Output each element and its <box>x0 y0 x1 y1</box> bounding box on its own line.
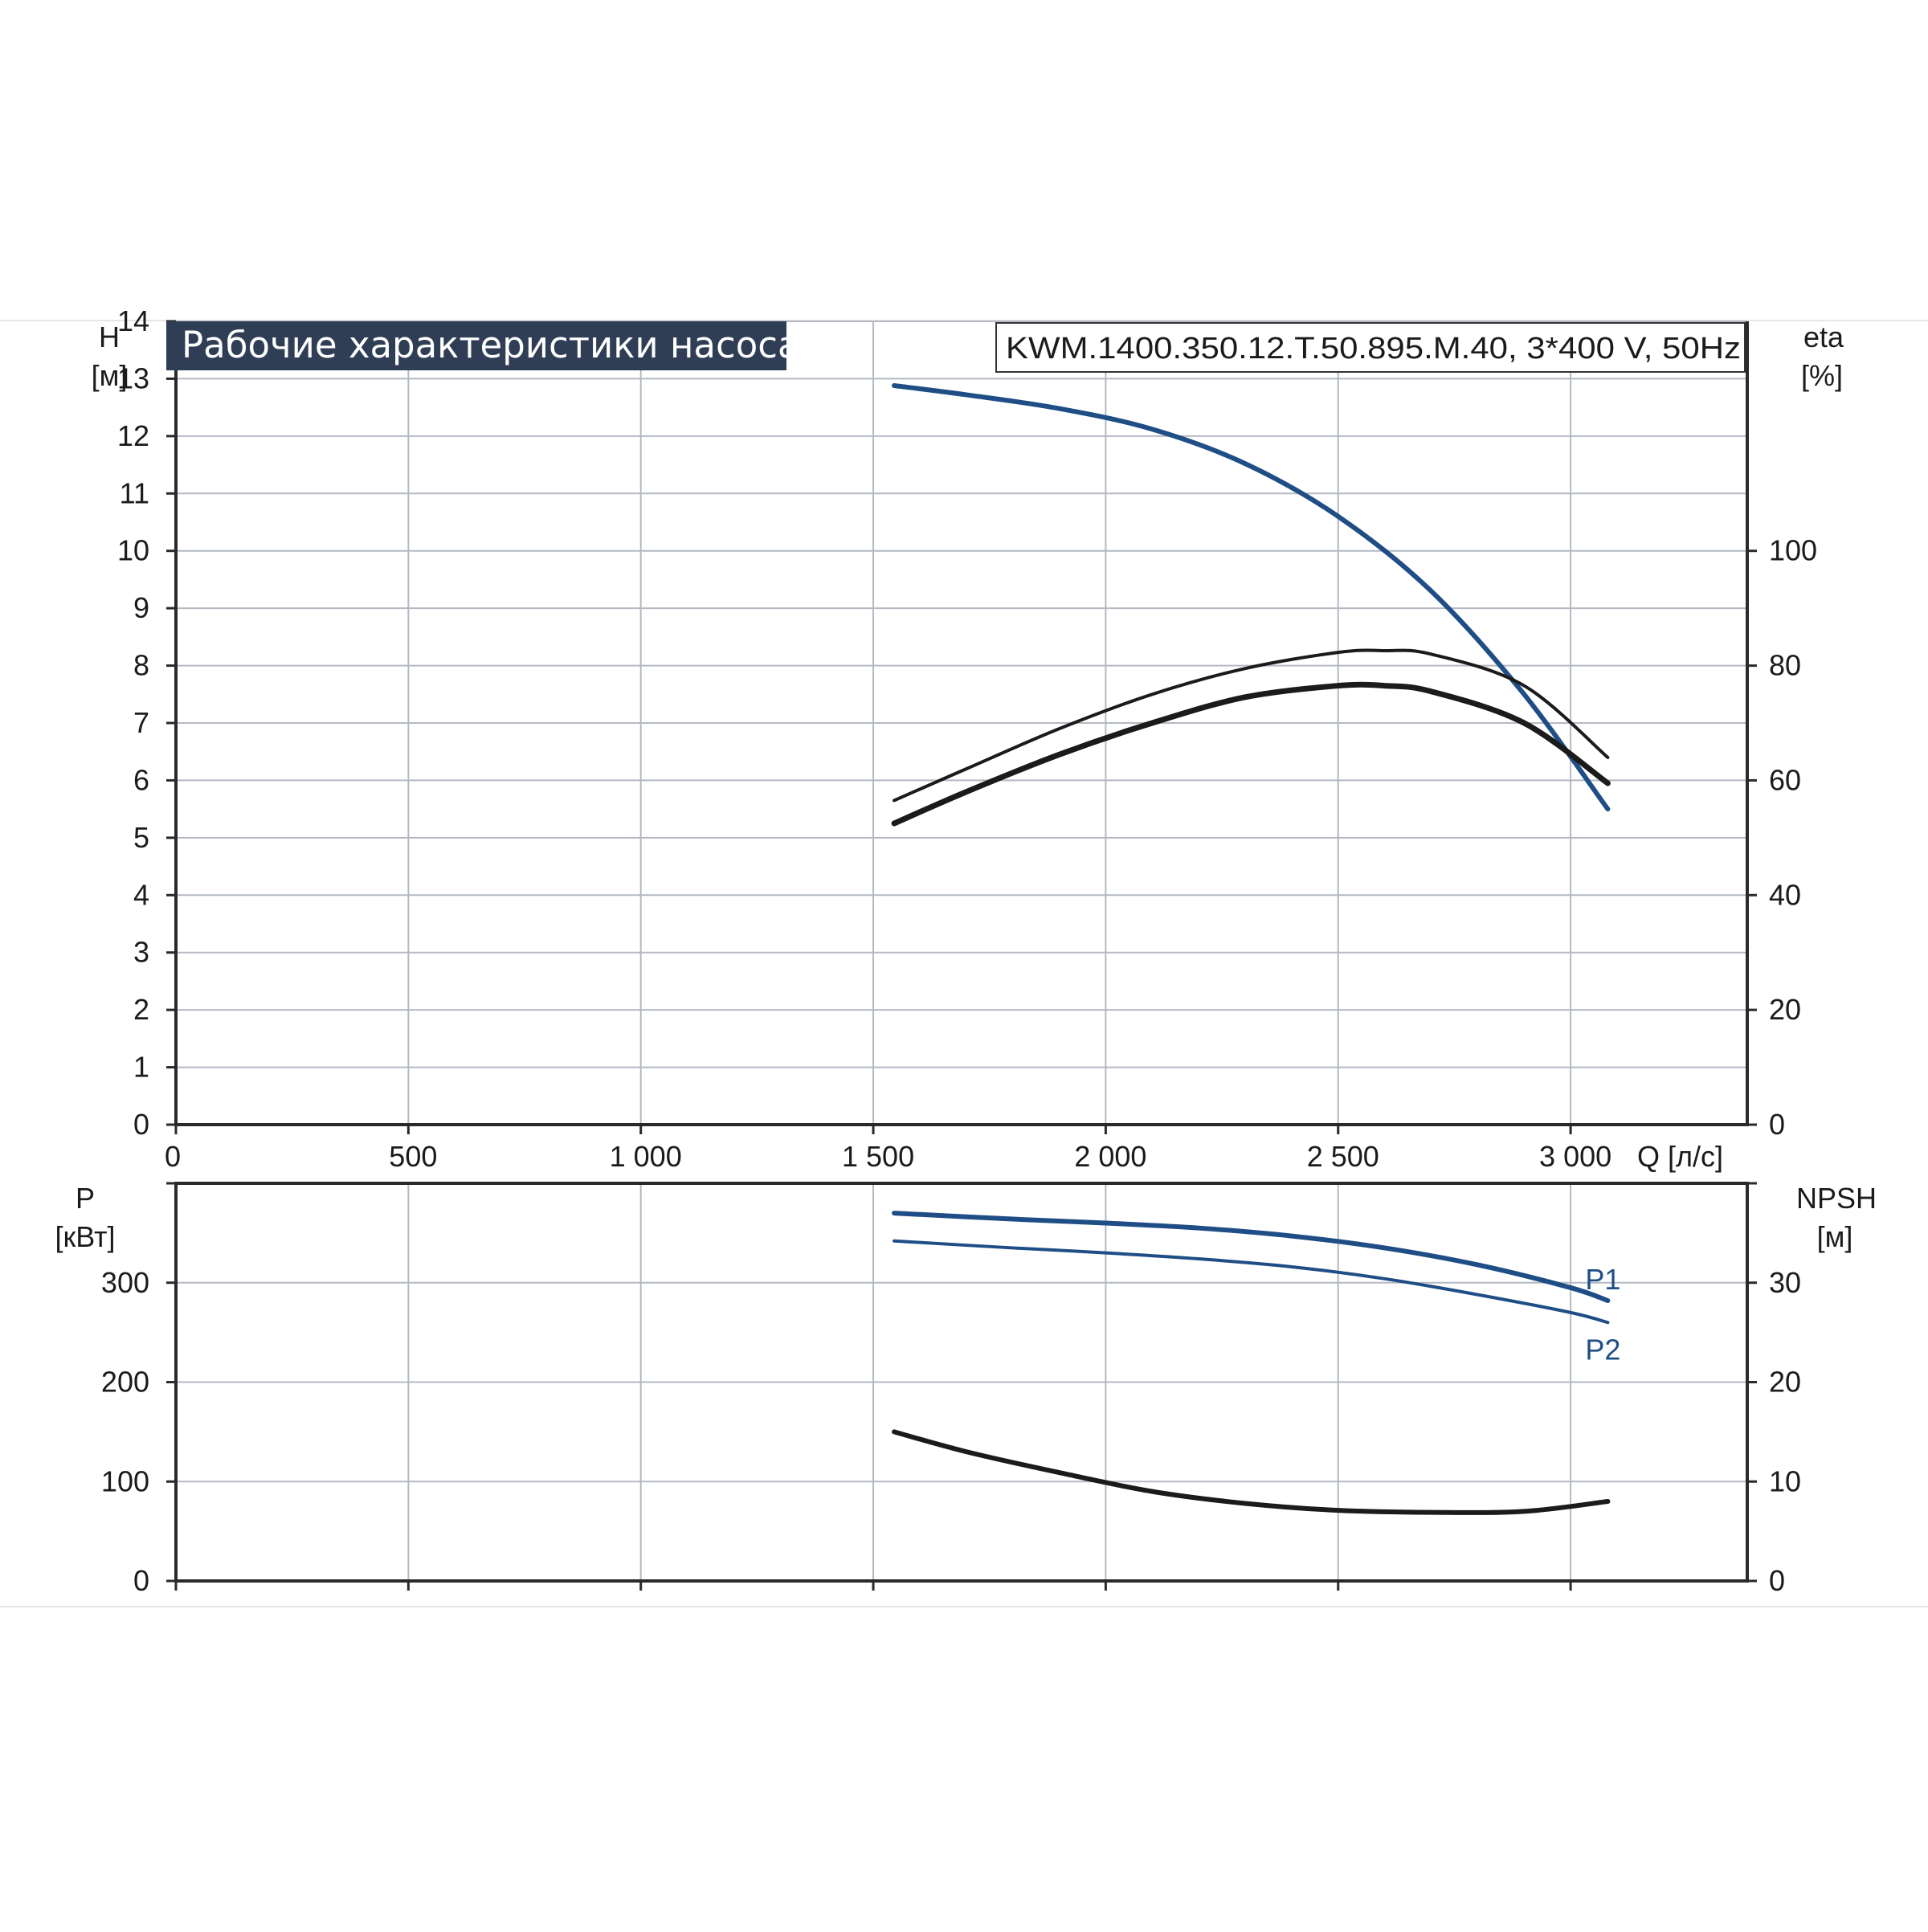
tick-label-left: 8 <box>133 649 149 682</box>
top-grid <box>176 321 1747 1125</box>
series-label-p2: P2 <box>1585 1333 1620 1366</box>
tick-label-left: 7 <box>133 706 149 739</box>
tick-label-right: 10 <box>1769 1464 1801 1497</box>
tick-label-right: 20 <box>1769 1366 1801 1399</box>
tick-label-x: 2 000 <box>1074 1140 1146 1173</box>
series-line-p2 <box>893 1239 1610 1325</box>
y-left-label-unit: [м] <box>92 359 128 392</box>
series-line-right-2 <box>892 1429 1611 1515</box>
tick-label-right: 40 <box>1769 878 1801 911</box>
tick-label-x: 0 <box>165 1140 181 1173</box>
tick-label-left: 11 <box>120 476 149 509</box>
series-line-right-2 <box>891 681 1611 827</box>
series-line-right-1 <box>893 648 1610 803</box>
tick-label-left: 3 <box>133 936 149 969</box>
series-label-p1: P1 <box>1585 1263 1620 1296</box>
tick-label-right: 0 <box>1769 1564 1785 1597</box>
x-axis-label: Q [л/с] <box>1637 1140 1723 1173</box>
tick-label-x: 1 000 <box>610 1140 682 1173</box>
tick-label-x: 2 500 <box>1307 1140 1379 1173</box>
tick-label-left: 4 <box>133 878 149 911</box>
tick-label-left: 9 <box>133 591 149 624</box>
model-box <box>995 322 1746 373</box>
tick-label-x: 1 500 <box>842 1140 914 1173</box>
tick-label-right: 80 <box>1769 649 1801 682</box>
tick-label-left: 100 <box>101 1464 149 1497</box>
tick-label-left: 14 <box>117 304 149 337</box>
tick-label-x: 3 000 <box>1539 1140 1611 1173</box>
tick-label-left: 13 <box>117 361 149 394</box>
tick-label-right: 60 <box>1769 763 1801 796</box>
power-npsh-panel: P1 P2 0 100 200 300 0 10 20 30 P [кВт] NPSH [м] <box>55 1182 1877 1597</box>
tick-label-left: 12 <box>117 419 149 452</box>
tick-label-left: 200 <box>101 1366 149 1399</box>
series-line-p1 <box>892 1211 1611 1304</box>
tick-label-right: 20 <box>1769 993 1801 1026</box>
tick-label-left: 2 <box>133 993 149 1026</box>
y-right-label-unit: [м] <box>1817 1220 1853 1253</box>
tick-label-right: 30 <box>1769 1266 1801 1299</box>
model-label: KWM.1400.350.12.T.50.895.M.40, 3*400 V, … <box>1006 332 1741 366</box>
title-box <box>166 321 786 370</box>
y-left-label-name: P <box>76 1182 95 1215</box>
tick-label-left: 0 <box>133 1108 149 1141</box>
tick-label-left: 5 <box>133 821 149 854</box>
tick-label-left: 0 <box>133 1564 149 1597</box>
bottom-ticks: 0 100 200 300 0 10 20 30 <box>101 1182 1801 1597</box>
y-left-label-unit: [кВт] <box>55 1220 115 1253</box>
y-right-label-name: NPSH <box>1796 1182 1877 1215</box>
tick-label-left: 300 <box>101 1266 149 1299</box>
y-left-label-name: H <box>99 321 120 353</box>
tick-label-left: 1 <box>133 1051 149 1084</box>
tick-label-right: 100 <box>1769 534 1817 567</box>
chart-title: Рабочие характеристики насоса <box>182 324 800 366</box>
tick-label-right: 0 <box>1769 1108 1785 1141</box>
top-series <box>891 383 1611 827</box>
tick-label-left: 6 <box>133 763 149 796</box>
y-right-label-name: eta <box>1803 321 1844 353</box>
y-right-label-unit: [%] <box>1801 359 1843 392</box>
tick-label-left: 10 <box>117 534 149 567</box>
tick-label-x: 500 <box>389 1140 437 1173</box>
bottom-series: P1 P2 <box>892 1211 1620 1515</box>
